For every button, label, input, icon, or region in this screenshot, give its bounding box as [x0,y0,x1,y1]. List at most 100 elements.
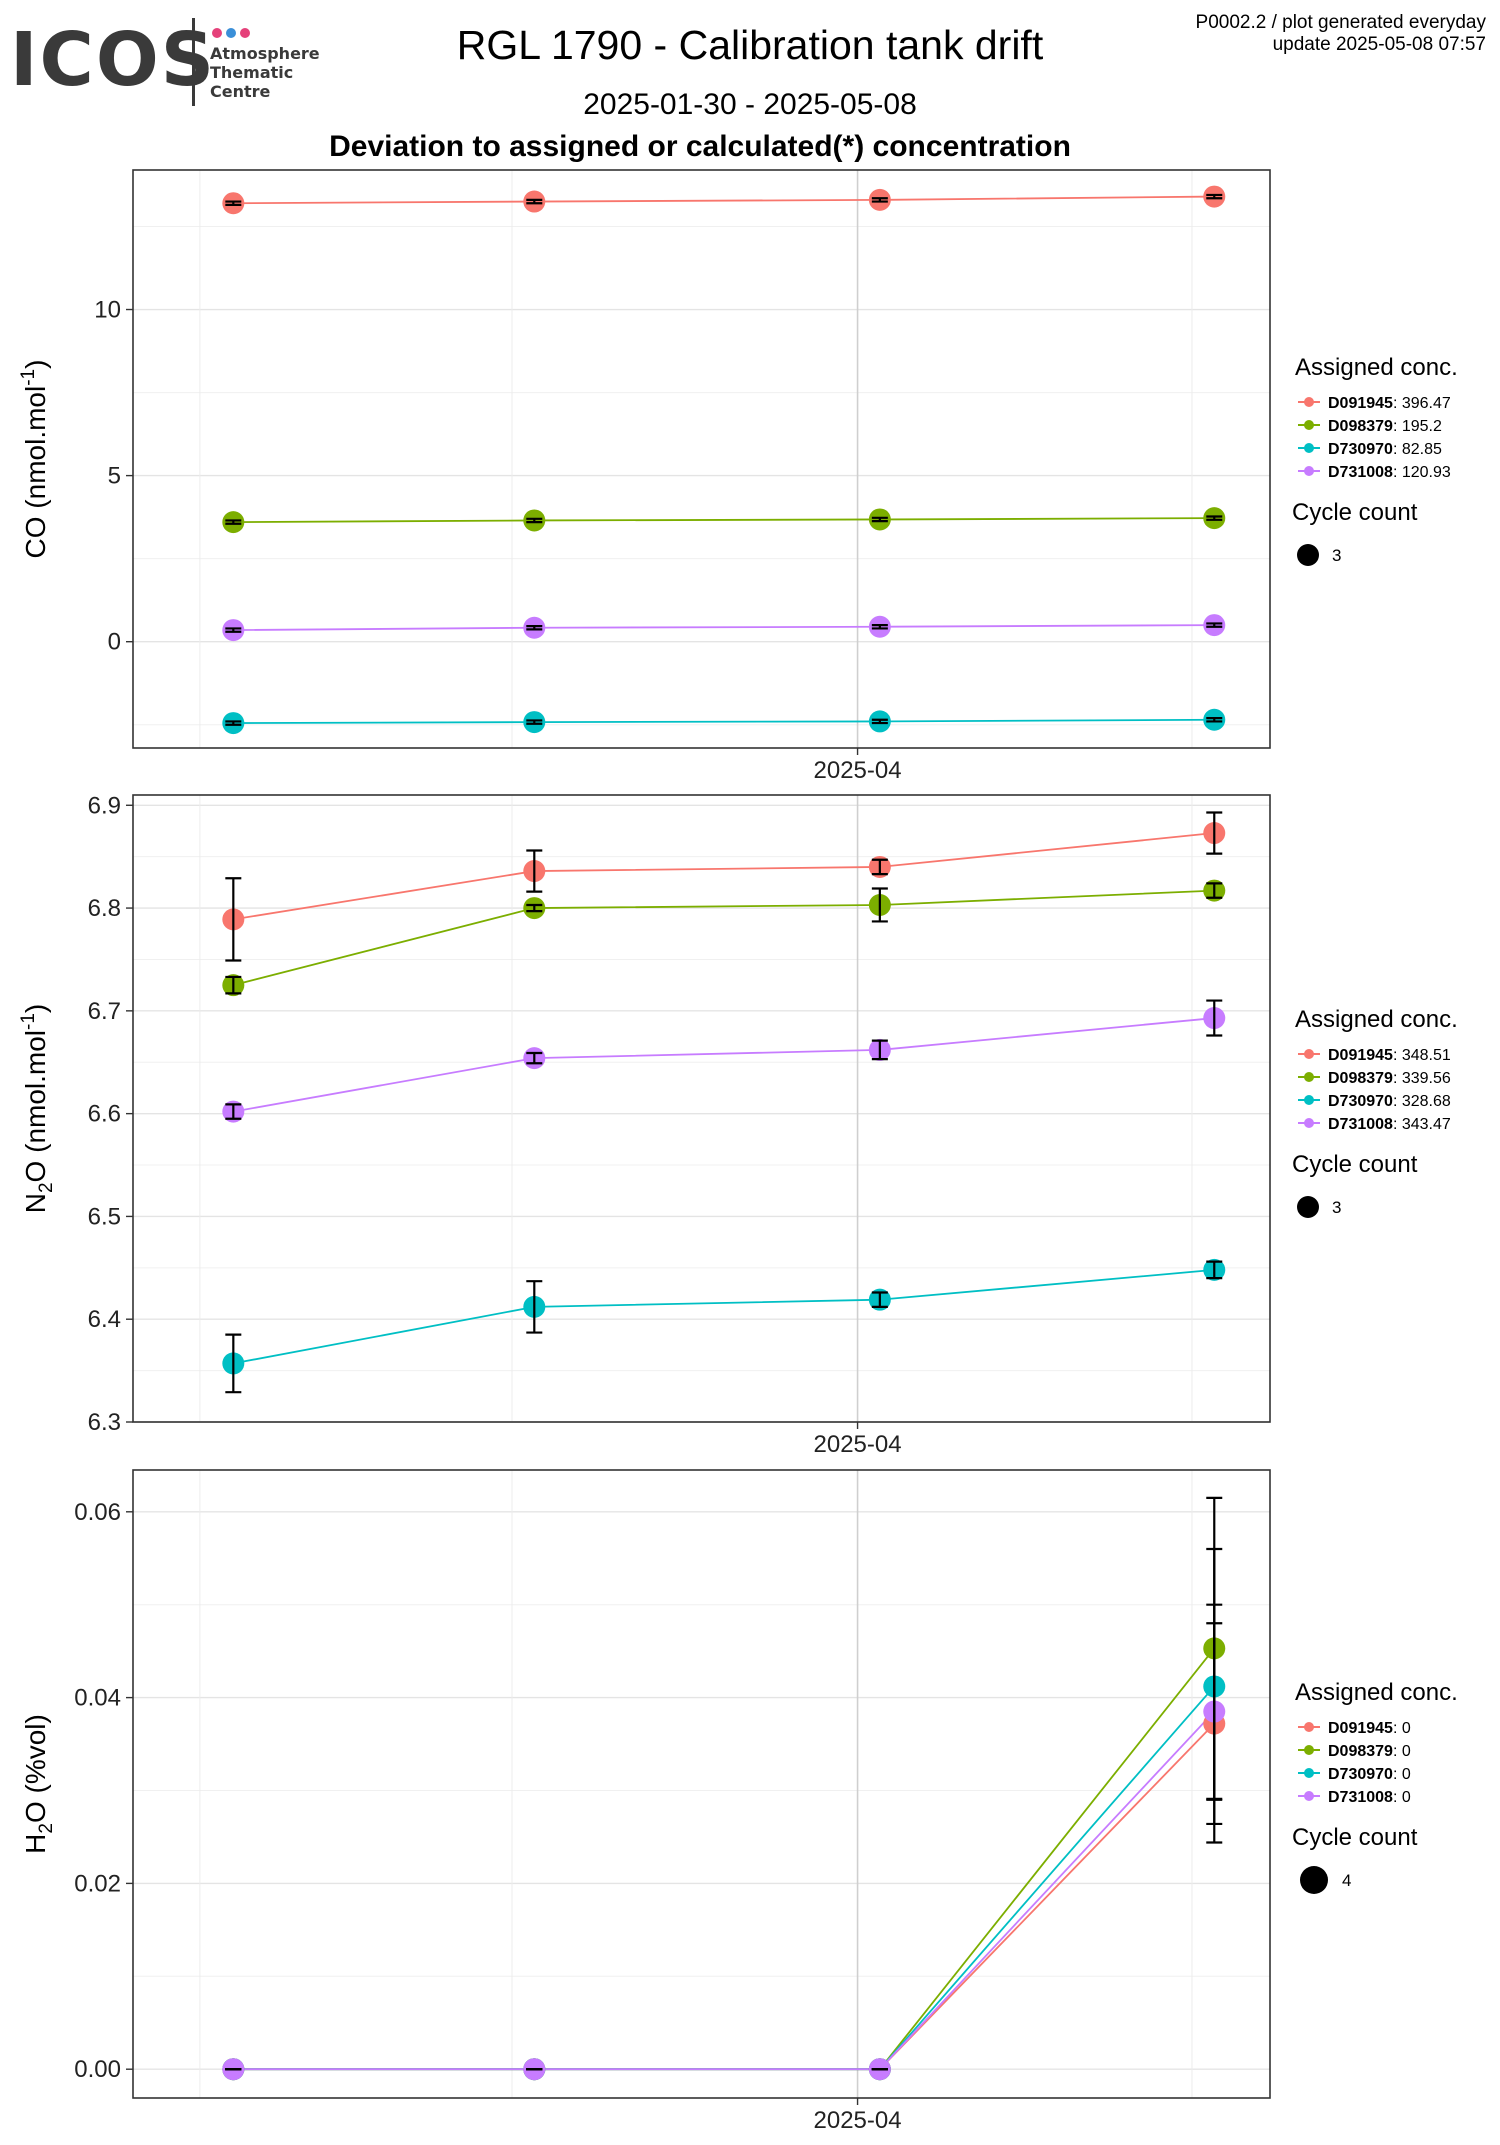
legend-label: D091945: 348.51 [1328,1047,1451,1064]
legend-label: D731008: 120.93 [1328,464,1451,481]
legend-label-value: : 0 [1393,1720,1411,1737]
legend-title: Assigned conc. [1295,1006,1458,1033]
legend-label-id: D730970 [1328,1093,1393,1110]
legend-key-point [1304,420,1314,430]
legend-label-value: : 339.56 [1393,1070,1451,1087]
y-label-mid: O (nmol.mol [20,1030,51,1182]
panel-co: 0 5 10 2025-04 CO (nmol.mol-1) Assigned conc.… [18,169,1458,784]
legend-cycle-point [1297,544,1319,566]
legend-label-value: : 195.2 [1393,418,1442,435]
y-tick-label: 10 [94,297,121,324]
legend-cycle-title: Cycle count [1292,1151,1418,1178]
legend-label: D730970: 328.68 [1328,1093,1451,1110]
legend-label-value: : 348.51 [1393,1047,1451,1064]
legend-key-point [1304,1791,1314,1801]
y-label-sup: -1 [18,1013,39,1030]
legend-cycle-point [1300,1866,1328,1894]
legend-label-id: D091945 [1328,1720,1393,1737]
legend-key-point [1304,466,1314,476]
legend-label-id: D731008 [1328,1116,1393,1133]
y-label-main: N [20,1193,51,1213]
logo-dot [212,28,222,38]
icos-logo: ICOS Atmosphere Thematic Centre [10,14,340,106]
panel-n2o: 6.3 6.4 6.5 6.6 6.7 6.8 6.9 2025-04 N2O (nmol.mo… [18,792,1458,1458]
y-tick-label: 5 [108,463,121,490]
date-range: 2025-01-30 - 2025-05-08 [583,88,917,121]
legend-label-value: : 0 [1393,1789,1411,1806]
logo-wordmark: ICOS [10,17,217,103]
legend-label-id: D098379 [1328,418,1393,435]
y-tick-label: 0.02 [74,1870,121,1897]
panel-background [133,795,1270,1422]
logo-sub-line: Thematic [210,63,294,82]
logo-subtitle: Atmosphere Thematic Centre [210,44,320,101]
logo-dots-icon [212,28,250,38]
legend-label-id: D091945 [1328,1047,1393,1064]
legend-label-value: : 343.47 [1393,1116,1451,1133]
y-label-sub: 2 [36,1823,57,1834]
legend-cycle-point [1297,1196,1319,1218]
series-line [233,1017,1215,1113]
y-label-tail: ) [20,360,51,369]
legend-label: D098379: 195.2 [1328,418,1442,435]
x-tick-label: 2025-04 [814,757,902,784]
series-line [233,832,1215,921]
legend-label: D730970: 82.85 [1328,441,1442,458]
series-line [233,1710,1215,2071]
panel-border [132,794,1271,1423]
series-line [233,195,1215,205]
y-label-main: CO (nmol.mol [20,386,51,559]
legend-label: D730970: 0 [1328,1766,1411,1783]
legend-label-value: : 120.93 [1393,464,1451,481]
y-tick-label: 0.04 [74,1685,121,1712]
legend-label-id: D730970 [1328,1766,1393,1783]
logo-sub-line: Centre [210,82,271,101]
legend-label-value: : 0 [1393,1766,1411,1783]
legend-label: D098379: 339.56 [1328,1070,1451,1087]
y-label-sub: 2 [36,1182,57,1193]
y-label-tail: ) [20,1004,51,1013]
y-tick-label: 6.8 [88,895,121,922]
y-tick-label: 6.7 [88,998,121,1025]
legend-label: D091945: 0 [1328,1720,1411,1737]
legend-label-id: D730970 [1328,441,1393,458]
logo-dot [240,28,250,38]
series-line [233,624,1215,631]
series-line [233,718,1215,724]
series-line [233,889,1215,987]
legend-label-id: D731008 [1328,464,1393,481]
panel-border [132,1469,1271,2099]
legend-label-id: D731008 [1328,1789,1393,1806]
legend-label: D731008: 343.47 [1328,1116,1451,1133]
chart-subtitle: Deviation to assigned or calculated(*) c… [329,130,1071,163]
x-tick-label: 2025-04 [814,1431,902,1458]
legend-title: Assigned conc. [1295,1679,1458,1706]
y-axis-label: CO (nmol.mol-1) [18,360,51,559]
page-title: RGL 1790 - Calibration tank drift [456,22,1044,68]
legend-label: D731008: 0 [1328,1789,1411,1806]
series-line [233,517,1215,524]
legend-label-id: D098379 [1328,1743,1393,1760]
legend-cycle-title: Cycle count [1292,1824,1418,1851]
legend-key-point [1304,1049,1314,1059]
legend-label: D098379: 0 [1328,1743,1411,1760]
panel-h2o: 0.00 0.02 0.04 0.06 2025-04 H2O (%vol) Assigne… [20,1469,1458,2134]
panel-background [133,170,1270,748]
legend-label-id: D091945 [1328,395,1393,412]
y-tick-label: 6.9 [88,792,121,819]
legend-key-point [1304,397,1314,407]
legend-key-point [1304,443,1314,453]
y-axis-label: H2O (%vol) [20,1714,57,1854]
legend-label-value: : 396.47 [1393,395,1451,412]
legend-label-value: : 82.85 [1393,441,1442,458]
info-line: update 2025-05-08 07:57 [1272,34,1486,55]
y-label-main: H [20,1834,51,1854]
legend-key-point [1304,1745,1314,1755]
generation-info: P0002.2 / plot generated everyday update… [1196,12,1486,56]
legend-cycle-value: 4 [1342,1871,1351,1890]
info-line: P0002.2 / plot generated everyday [1195,12,1486,33]
legend-key-point [1304,1095,1314,1105]
legend-key-point [1304,1072,1314,1082]
legend-title: Assigned conc. [1295,354,1458,381]
